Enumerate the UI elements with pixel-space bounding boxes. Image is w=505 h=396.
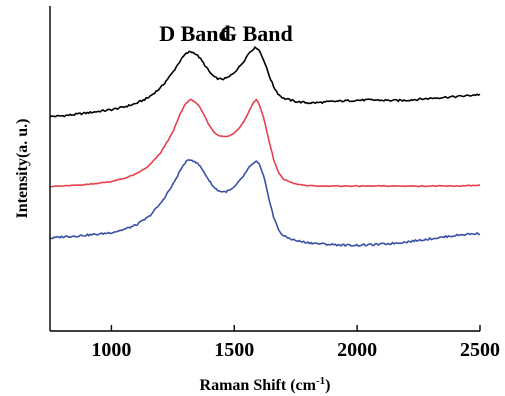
g-band-label: G Band — [220, 21, 293, 46]
spectrum-line-2 — [49, 98, 480, 188]
plot-area — [49, 46, 481, 247]
x-tick-label: 1500 — [214, 339, 254, 361]
x-tick-label: 2000 — [337, 339, 377, 361]
x-axis-title: Raman Shift (cm-1) — [200, 375, 331, 394]
y-axis-title: Intensity(a. u.) — [14, 118, 31, 218]
axes: 1000 1500 2000 2500 Raman Shift (cm-1) Intens… — [14, 6, 500, 394]
d-band-label: D Band — [159, 21, 231, 46]
spectrum-line-1 — [49, 46, 481, 118]
spectrum-line-3 — [49, 159, 481, 247]
x-tick-label: 2500 — [460, 339, 500, 361]
x-tick-label: 1000 — [91, 339, 131, 361]
